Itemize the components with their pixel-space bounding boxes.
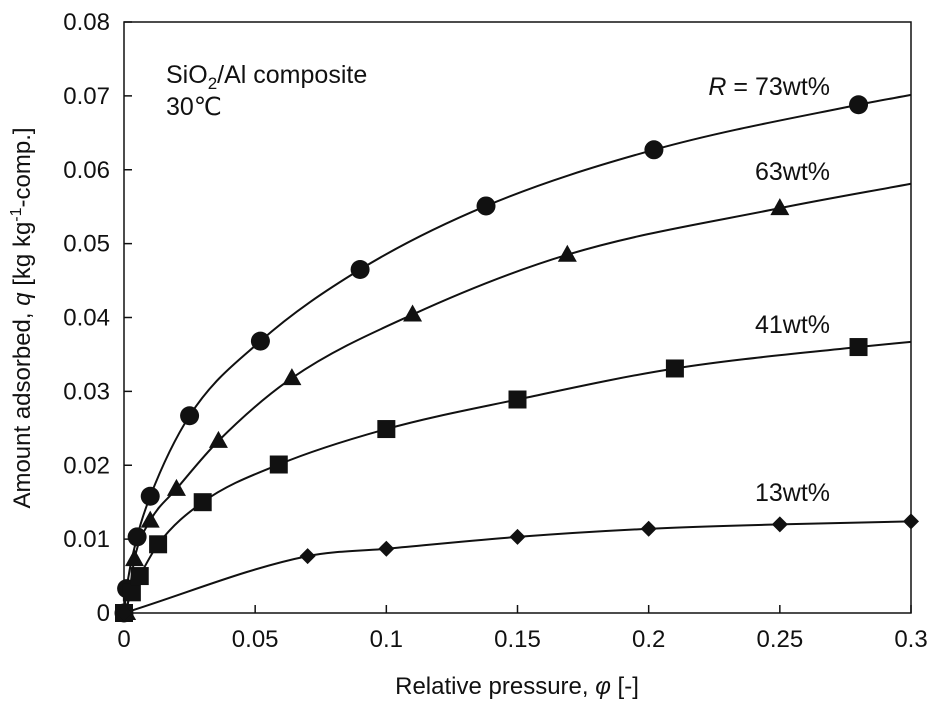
circle-marker bbox=[140, 486, 160, 506]
square-marker bbox=[269, 455, 288, 474]
triangle-marker bbox=[166, 478, 186, 496]
circle-marker bbox=[644, 140, 664, 160]
square-marker bbox=[377, 420, 396, 439]
diamond-marker bbox=[903, 513, 919, 530]
y-tick-label: 0.07 bbox=[63, 83, 110, 110]
triangle-marker bbox=[208, 430, 228, 448]
y-axis-title: Amount adsorbed, q [kg kg-1-comp.] bbox=[8, 127, 36, 508]
series-label-63: 63wt% bbox=[755, 158, 830, 186]
diamond-marker bbox=[378, 540, 395, 557]
series-label-41: 41wt% bbox=[755, 311, 830, 339]
x-axis: 0 0.05 0.1 0.15 0.2 0.25 0.3 bbox=[117, 605, 928, 653]
y-tick-label: 0.08 bbox=[63, 9, 110, 36]
series-label-rest: = 73wt% bbox=[726, 73, 830, 101]
material-annotation: SiO2/Al composite bbox=[166, 61, 367, 93]
x-tick-label: 0.2 bbox=[632, 626, 665, 653]
circle-marker bbox=[476, 196, 496, 216]
diamond-marker bbox=[771, 516, 788, 533]
fit-curve-2 bbox=[123, 340, 912, 614]
square-marker bbox=[508, 390, 527, 409]
y-tick-label: 0.02 bbox=[63, 452, 110, 479]
triangle-marker bbox=[124, 549, 144, 567]
x-tick-label: 0.25 bbox=[756, 626, 803, 653]
triangle-marker bbox=[403, 304, 423, 322]
diamond-marker bbox=[509, 528, 526, 545]
diamond-marker bbox=[640, 520, 657, 537]
circle-marker bbox=[180, 406, 200, 426]
data-markers bbox=[114, 95, 919, 623]
circle-marker bbox=[849, 95, 869, 115]
triangle-marker bbox=[557, 244, 577, 262]
x-tick-label: 0.05 bbox=[232, 626, 279, 653]
circle-marker bbox=[350, 259, 370, 279]
triangle-marker bbox=[770, 198, 790, 216]
y-tick-label: 0.05 bbox=[63, 231, 110, 258]
y-tick-label: 0.03 bbox=[63, 378, 110, 405]
diamond-marker bbox=[116, 605, 132, 621]
circle-marker bbox=[250, 331, 270, 351]
series-label-73: R = 73wt% bbox=[708, 73, 830, 101]
y-tick-label: 0 bbox=[97, 600, 110, 627]
y-tick-label: 0.06 bbox=[63, 157, 110, 184]
x-tick-label: 0.3 bbox=[894, 626, 927, 653]
y-axis: 0 0.01 0.02 0.03 0.04 0.05 0.06 0.07 0.08 bbox=[63, 9, 132, 627]
series-label-13: 13wt% bbox=[755, 479, 830, 507]
square-marker bbox=[193, 493, 212, 512]
x-tick-label: 0 bbox=[117, 626, 130, 653]
circle-marker bbox=[127, 527, 147, 547]
series-label-var: R bbox=[708, 73, 726, 101]
y-tick-label: 0.04 bbox=[63, 305, 110, 332]
square-marker bbox=[665, 359, 684, 378]
x-tick-label: 0.15 bbox=[494, 626, 541, 653]
y-tick-label: 0.01 bbox=[63, 526, 110, 553]
diamond-marker bbox=[299, 548, 316, 565]
triangle-marker bbox=[140, 510, 160, 528]
square-marker bbox=[849, 338, 868, 357]
triangle-marker bbox=[282, 368, 302, 386]
square-marker bbox=[122, 583, 141, 602]
square-marker bbox=[149, 535, 168, 554]
temperature-annotation: 30℃ bbox=[166, 93, 222, 121]
x-tick-label: 0.1 bbox=[370, 626, 403, 653]
square-marker bbox=[130, 567, 149, 586]
x-axis-title: Relative pressure, φ [-] bbox=[395, 673, 639, 700]
